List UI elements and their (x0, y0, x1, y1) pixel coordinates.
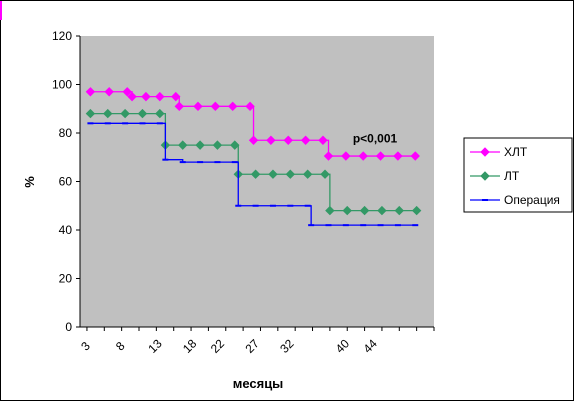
series-point-2 (214, 161, 221, 164)
series-point-2 (122, 122, 129, 125)
series-point-1 (394, 205, 405, 216)
series-point-0 (141, 91, 151, 102)
series-point-1 (120, 108, 130, 119)
series-point-0 (323, 151, 334, 161)
series-point-1 (285, 169, 296, 179)
y-tick-label: 120 (52, 29, 72, 43)
series-point-2 (197, 161, 204, 164)
series-point-0 (245, 101, 255, 112)
series-point-0 (155, 91, 165, 102)
series-point-2 (139, 122, 146, 125)
series-point-1 (212, 140, 223, 150)
series-point-1 (359, 205, 370, 216)
series-layer (85, 87, 422, 227)
series-point-1 (320, 169, 330, 179)
legend-marker (482, 199, 488, 201)
series-point-1 (155, 108, 165, 119)
legend-label: ХЛТ (504, 145, 528, 159)
series-point-0 (300, 135, 311, 145)
series-point-1 (250, 169, 261, 179)
series-point-2 (104, 122, 111, 125)
y-tick-label: 0 (65, 320, 72, 334)
series-point-0 (85, 87, 96, 97)
y-tick-label: 60 (59, 175, 73, 189)
series-point-0 (393, 151, 403, 161)
series-point-1 (377, 205, 387, 216)
series-point-0 (174, 101, 184, 112)
x-axis-label: месяцы (233, 376, 284, 391)
series-point-1 (178, 140, 188, 150)
legend-marker (480, 171, 490, 181)
series-point-1 (137, 108, 148, 119)
series-point-1 (411, 205, 422, 216)
series-point-0 (193, 101, 203, 112)
series-point-0 (227, 101, 238, 112)
y-tick-label: 80 (59, 126, 73, 140)
series-point-2 (252, 204, 259, 207)
series-point-2 (412, 224, 419, 227)
series-point-2 (87, 122, 94, 125)
plot-area (80, 36, 434, 327)
series-point-2 (156, 122, 163, 125)
legend-label: Операция (504, 193, 560, 207)
series-point-1 (268, 169, 278, 179)
series-point-2 (342, 224, 349, 227)
series-point-0 (127, 91, 137, 102)
series-point-0 (283, 135, 293, 145)
series-point-1 (302, 169, 313, 179)
legend-label: ЛТ (504, 169, 520, 183)
series-point-1 (342, 205, 352, 216)
series-point-0 (266, 135, 276, 145)
y-tick-label: 20 (59, 272, 73, 286)
legend: ХЛТ ЛТ Операция (463, 137, 573, 213)
y-tick-label: 40 (59, 223, 73, 237)
series-point-2 (360, 224, 367, 227)
series-point-0 (318, 135, 328, 145)
series-point-0 (210, 101, 221, 112)
series-point-2 (287, 204, 294, 207)
series-point-2 (269, 204, 276, 207)
series-point-0 (171, 91, 181, 102)
series-point-2 (325, 224, 332, 227)
series-point-0 (104, 87, 114, 97)
series-point-1 (195, 140, 205, 150)
series-point-2 (162, 158, 169, 161)
series-point-0 (358, 151, 368, 161)
series-point-2 (394, 224, 401, 227)
series-point-0 (410, 151, 420, 161)
series-point-0 (122, 87, 132, 97)
series-point-0 (375, 151, 386, 161)
series-point-2 (308, 224, 315, 227)
series-point-1 (85, 108, 96, 119)
legend-marker (480, 147, 490, 157)
series-point-2 (235, 204, 242, 207)
series-point-0 (341, 151, 351, 161)
y-axis-label: % (22, 176, 37, 188)
series-point-2 (231, 161, 238, 164)
series-point-2 (377, 224, 384, 227)
series-point-1 (103, 108, 113, 119)
p-value-annotation: p<0,001 (353, 132, 398, 146)
series-point-0 (248, 135, 259, 145)
series-point-1 (230, 140, 240, 150)
series-point-2 (179, 161, 186, 164)
series-point-2 (304, 204, 311, 207)
series-point-1 (325, 205, 335, 216)
y-tick-label: 100 (52, 78, 72, 92)
